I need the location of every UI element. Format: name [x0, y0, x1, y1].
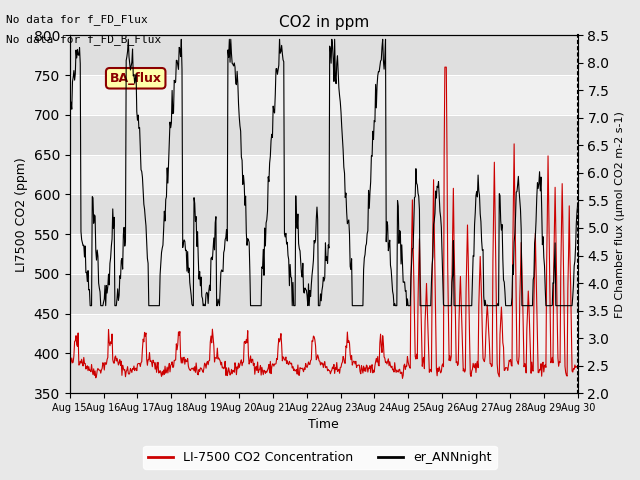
Bar [70, 115, 578, 155]
Text: No data for f_FD_Flux: No data for f_FD_Flux [6, 14, 148, 25]
Title: CO2 in ppm: CO2 in ppm [278, 15, 369, 30]
Y-axis label: FD Chamber flux (μmol CO2 m-2 s-1): FD Chamber flux (μmol CO2 m-2 s-1) [615, 111, 625, 318]
Legend: LI-7500 CO2 Concentration, er_ANNnight: LI-7500 CO2 Concentration, er_ANNnight [143, 446, 497, 469]
Bar [70, 274, 578, 313]
X-axis label: Time: Time [308, 419, 339, 432]
Y-axis label: LI7500 CO2 (ppm): LI7500 CO2 (ppm) [15, 157, 28, 272]
Bar [70, 353, 578, 393]
Text: No data for f_FD_B_Flux: No data for f_FD_B_Flux [6, 34, 162, 45]
Text: BA_flux: BA_flux [109, 72, 162, 85]
Bar [70, 194, 578, 234]
Bar [70, 36, 578, 75]
